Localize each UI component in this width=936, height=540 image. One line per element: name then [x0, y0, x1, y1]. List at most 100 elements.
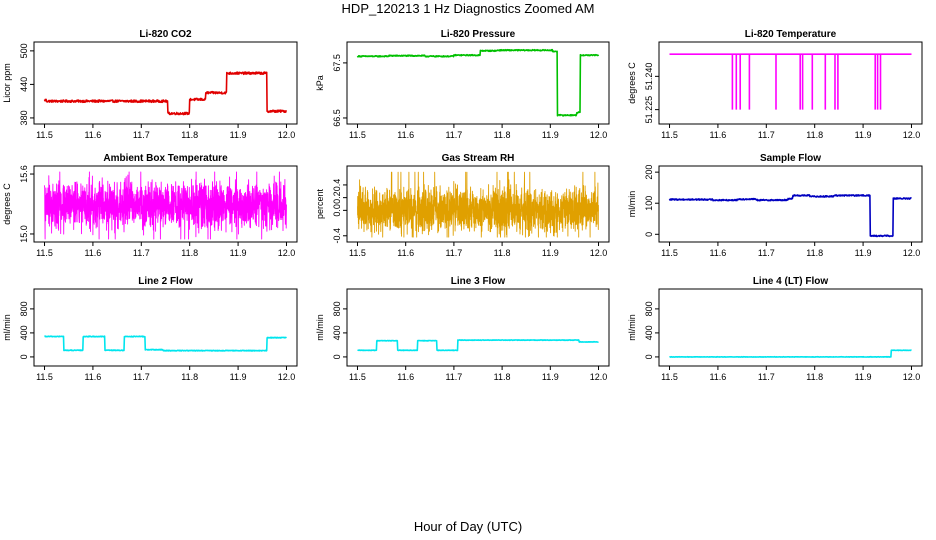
y-axis-label: degrees C — [2, 183, 12, 225]
panel-title: Ambient Box Temperature — [103, 153, 228, 164]
y-tick-label: 0.4 — [332, 179, 342, 192]
x-tick-label: 11.7 — [133, 130, 150, 140]
x-tick-label: 11.8 — [494, 248, 511, 258]
x-tick-label: 11.8 — [494, 372, 511, 382]
data-series-line — [669, 53, 912, 110]
panel-3: Li-820 Temperature 11.5 11.6 11.7 11.8 11.9 12… — [627, 29, 923, 140]
panel-9: Line 4 (LT) Flow 11.5 11.6 11.7 11.8 11.9 12.0… — [627, 276, 923, 382]
y-tick-label: 800 — [332, 301, 342, 316]
x-tick-label: 11.7 — [445, 130, 462, 140]
y-tick-label: 440 — [19, 77, 29, 92]
panel-grid: Li-820 CO2 11.5 11.6 11.7 11.8 11.9 12.0 380 440… — [2, 29, 923, 382]
x-tick-label: 11.7 — [758, 130, 775, 140]
y-tick-label: -0.4 — [332, 228, 342, 244]
panel-title: Li-820 Temperature — [745, 29, 837, 40]
y-tick-label: 67.5 — [332, 54, 342, 72]
x-tick-label: 11.5 — [661, 248, 678, 258]
x-tick-label: 11.6 — [84, 372, 101, 382]
panel-2: Li-820 Pressure 11.5 11.6 11.7 11.8 11.9 12.0 6… — [315, 29, 610, 140]
y-axis-label: degrees C — [627, 62, 637, 104]
x-tick-label: 12.0 — [590, 130, 608, 140]
panel-8: Line 3 Flow 11.5 11.6 11.7 11.8 11.9 12.0 0 400 8… — [315, 276, 610, 382]
x-tick-label: 11.8 — [806, 248, 823, 258]
y-tick-label: 0 — [19, 354, 29, 359]
y-tick-label: 0.2 — [332, 191, 342, 204]
x-tick-label: 11.6 — [84, 130, 101, 140]
data-series-line — [43, 71, 287, 116]
plot-frame — [346, 165, 610, 243]
x-tick-label: 11.8 — [494, 130, 511, 140]
y-tick-label: 400 — [332, 325, 342, 340]
data-series-line — [669, 349, 912, 358]
plot-frame — [346, 288, 610, 367]
x-tick-label: 12.0 — [278, 248, 296, 258]
data-series-line — [668, 194, 912, 238]
x-tick-label: 11.8 — [181, 248, 198, 258]
plot-frame — [33, 41, 298, 125]
x-tick-label: 11.6 — [397, 248, 414, 258]
data-series-line — [44, 335, 287, 352]
x-tick-label: 11.8 — [806, 372, 823, 382]
panel-title: Line 4 (LT) Flow — [753, 276, 829, 287]
panel-6: Sample Flow 11.5 11.6 11.7 11.8 11.9 12.0 0 100 2… — [627, 153, 923, 258]
plot-frame — [33, 288, 298, 367]
y-tick-label: 0.0 — [332, 204, 342, 217]
x-tick-label: 11.9 — [855, 130, 872, 140]
panel-1: Li-820 CO2 11.5 11.6 11.7 11.8 11.9 12.0 380 440… — [2, 29, 298, 140]
x-tick-label: 11.8 — [181, 130, 198, 140]
x-tick-label: 11.6 — [709, 130, 726, 140]
panel-title: Line 3 Flow — [451, 276, 506, 287]
y-tick-label: 66.5 — [332, 109, 342, 127]
y-tick-label: 15.0 — [19, 225, 29, 243]
x-tick-label: 11.6 — [709, 372, 726, 382]
x-tick-label: 11.7 — [758, 372, 775, 382]
y-tick-label: 51.240 — [644, 63, 654, 91]
panel-4: Ambient Box Temperature 11.5 11.6 11.7 11.8 1… — [2, 153, 298, 258]
x-tick-label: 11.5 — [349, 248, 366, 258]
x-tick-label: 12.0 — [903, 372, 921, 382]
x-tick-label: 11.5 — [36, 372, 53, 382]
panel-title: Li-820 CO2 — [139, 29, 192, 40]
y-tick-label: 0 — [644, 232, 654, 237]
y-axis-label: ml/min — [627, 191, 637, 218]
x-tick-label: 12.0 — [278, 130, 296, 140]
x-tick-label: 11.6 — [709, 248, 726, 258]
y-axis-label: Licor ppm — [2, 63, 12, 103]
y-axis-label: kPa — [315, 75, 325, 91]
y-tick-label: 500 — [19, 43, 29, 58]
x-tick-label: 12.0 — [590, 372, 608, 382]
x-tick-label: 11.5 — [349, 372, 366, 382]
x-tick-label: 11.9 — [542, 372, 559, 382]
y-tick-label: 51.225 — [644, 96, 654, 124]
plot-frame — [658, 41, 923, 125]
x-tick-label: 11.9 — [230, 372, 247, 382]
y-axis-label: ml/min — [315, 314, 325, 341]
x-tick-label: 11.9 — [855, 372, 872, 382]
figure-x-axis-label: Hour of Day (UTC) — [414, 519, 522, 534]
plot-frame — [346, 41, 610, 125]
plot-frame — [33, 165, 298, 243]
y-tick-label: 400 — [644, 325, 654, 340]
y-tick-label: 15.6 — [19, 165, 29, 183]
x-tick-label: 11.7 — [133, 372, 150, 382]
y-tick-label: 800 — [19, 301, 29, 316]
x-tick-label: 11.5 — [36, 248, 53, 258]
panel-title: Sample Flow — [760, 153, 821, 164]
panel-title: Line 2 Flow — [138, 276, 193, 287]
x-tick-label: 11.7 — [445, 248, 462, 258]
y-tick-label: 100 — [644, 196, 654, 211]
data-series-line — [44, 171, 287, 240]
figure-title: HDP_120213 1 Hz Diagnostics Zoomed AM — [342, 1, 595, 16]
x-tick-label: 11.5 — [661, 372, 678, 382]
panel-title: Gas Stream RH — [442, 153, 515, 164]
y-tick-label: 0 — [332, 354, 342, 359]
data-series-line — [357, 339, 599, 352]
data-series-line — [357, 171, 599, 238]
x-tick-label: 11.6 — [84, 248, 101, 258]
x-tick-label: 11.6 — [397, 372, 414, 382]
x-tick-label: 12.0 — [590, 248, 608, 258]
x-tick-label: 11.5 — [661, 130, 678, 140]
panel-7: Line 2 Flow 11.5 11.6 11.7 11.8 11.9 12.0 0 400 8… — [2, 276, 298, 382]
x-tick-label: 11.9 — [230, 248, 247, 258]
x-tick-label: 11.8 — [181, 372, 198, 382]
